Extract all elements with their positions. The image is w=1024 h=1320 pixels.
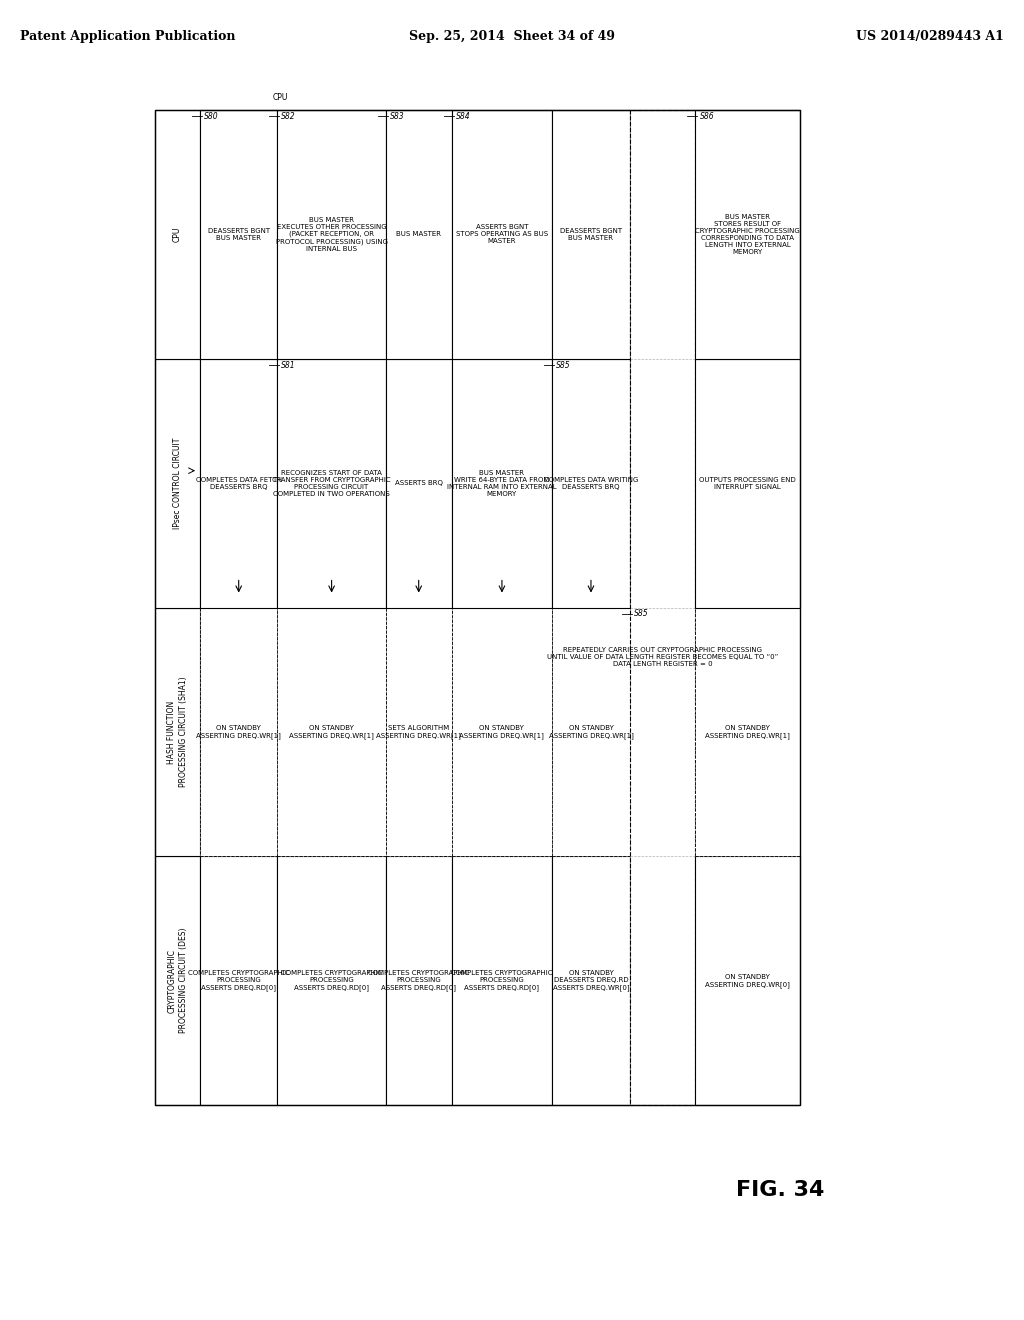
Text: ON STANDBY
ASSERTING DREQ.WR[1]: ON STANDBY ASSERTING DREQ.WR[1] [706, 725, 791, 739]
Bar [155, 110, 200, 359]
Bar [452, 359, 552, 607]
Text: CPU: CPU [272, 92, 288, 102]
Bar [278, 359, 386, 607]
Bar [630, 110, 695, 1105]
Bar [452, 607, 552, 857]
Text: SETS ALGORITHM
ASSERTING DREQ.WR[1]: SETS ALGORITHM ASSERTING DREQ.WR[1] [376, 725, 461, 739]
Bar [695, 359, 800, 607]
Text: S85: S85 [556, 360, 571, 370]
Text: S81: S81 [282, 360, 296, 370]
Text: CRYPTOGRAPHIC
PROCESSING CIRCUIT (DES): CRYPTOGRAPHIC PROCESSING CIRCUIT (DES) [168, 928, 187, 1034]
Bar [552, 607, 630, 857]
Bar [552, 359, 630, 607]
Bar [278, 607, 386, 857]
Text: ASSERTS BRQ: ASSERTS BRQ [395, 480, 442, 486]
Text: S85: S85 [634, 610, 648, 619]
Text: Patent Application Publication: Patent Application Publication [20, 30, 236, 44]
Text: COMPLETES DATA WRITING
DEASSERTS BRQ: COMPLETES DATA WRITING DEASSERTS BRQ [544, 477, 638, 490]
Bar [155, 857, 200, 1105]
Text: ON STANDBY
ASSERTING DREQ.WR[1]: ON STANDBY ASSERTING DREQ.WR[1] [289, 725, 374, 739]
Text: BUS MASTER: BUS MASTER [396, 231, 441, 238]
Text: S83: S83 [390, 112, 404, 121]
Text: ON STANDBY
ASSERTING DREQ.WR[1]: ON STANDBY ASSERTING DREQ.WR[1] [460, 725, 545, 739]
Bar [386, 359, 452, 607]
Bar [278, 857, 386, 1105]
Text: S86: S86 [699, 112, 714, 121]
Text: COMPLETES CRYPTOGRAPHIC
PROCESSING
ASSERTS DREQ.RD[0]: COMPLETES CRYPTOGRAPHIC PROCESSING ASSER… [188, 970, 290, 991]
Text: CPU: CPU [173, 227, 182, 242]
Bar [695, 857, 800, 1105]
Bar [200, 110, 278, 359]
Text: S84: S84 [456, 112, 470, 121]
Text: Sep. 25, 2014  Sheet 34 of 49: Sep. 25, 2014 Sheet 34 of 49 [409, 30, 615, 44]
Bar [278, 110, 386, 359]
Text: ON STANDBY
ASSERTING DREQ.WR[1]: ON STANDBY ASSERTING DREQ.WR[1] [549, 725, 634, 739]
Text: COMPLETES CRYPTOGRAPHIC
PROCESSING
ASSERTS DREQ.RD[0]: COMPLETES CRYPTOGRAPHIC PROCESSING ASSER… [452, 970, 553, 991]
Text: US 2014/0289443 A1: US 2014/0289443 A1 [856, 30, 1004, 44]
Text: S82: S82 [282, 112, 296, 121]
Text: DEASSERTS BGNT
BUS MASTER: DEASSERTS BGNT BUS MASTER [208, 228, 269, 240]
Bar [200, 359, 278, 607]
Bar [155, 359, 200, 607]
Text: COMPLETES DATA FETCH
DEASSERTS BRQ: COMPLETES DATA FETCH DEASSERTS BRQ [196, 477, 282, 490]
Bar [452, 857, 552, 1105]
Text: ON STANDBY
ASSERTING DREQ.WR[1]: ON STANDBY ASSERTING DREQ.WR[1] [197, 725, 282, 739]
Bar [695, 607, 800, 857]
Bar [200, 857, 278, 1105]
Text: RECOGNIZES START OF DATA
TRANSFER FROM CRYPTOGRAPHIC
PROCESSING CIRCUIT
COMPLETE: RECOGNIZES START OF DATA TRANSFER FROM C… [272, 470, 391, 496]
Text: COMPLETES CRYPTOGRAPHIC
PROCESSING
ASSERTS DREQ.RD[0]: COMPLETES CRYPTOGRAPHIC PROCESSING ASSER… [281, 970, 382, 991]
Text: BUS MASTER
WRITE 64-BYTE DATA FROM
INTERNAL RAM INTO EXTERNAL
MEMORY: BUS MASTER WRITE 64-BYTE DATA FROM INTER… [447, 470, 557, 496]
Bar [695, 110, 800, 359]
Bar [386, 607, 452, 857]
Text: OUTPUTS PROCESSING END
INTERRUPT SIGNAL: OUTPUTS PROCESSING END INTERRUPT SIGNAL [699, 477, 796, 490]
Text: BUS MASTER
STORES RESULT OF
CRYPTOGRAPHIC PROCESSING
CORRESPONDING TO DATA
LENGT: BUS MASTER STORES RESULT OF CRYPTOGRAPHI… [695, 214, 800, 255]
Text: FIG. 34: FIG. 34 [736, 1180, 824, 1200]
Text: BUS MASTER
EXECUTES OTHER PROCESSING
(PACKET RECEPTION, OR
PROTOCOL PROCESSING) : BUS MASTER EXECUTES OTHER PROCESSING (PA… [275, 216, 388, 252]
Text: ASSERTS BGNT
STOPS OPERATING AS BUS
MASTER: ASSERTS BGNT STOPS OPERATING AS BUS MAST… [456, 224, 548, 244]
Bar [200, 607, 278, 857]
Text: ON STANDBY
ASSERTING DREQ.WR[0]: ON STANDBY ASSERTING DREQ.WR[0] [706, 974, 791, 987]
Text: DEASSERTS BGNT
BUS MASTER: DEASSERTS BGNT BUS MASTER [560, 228, 622, 240]
Text: IPsec CONTROL CIRCUIT: IPsec CONTROL CIRCUIT [173, 437, 182, 529]
Bar [155, 607, 200, 857]
Bar [386, 857, 452, 1105]
Bar [155, 110, 800, 1105]
Text: S80: S80 [204, 112, 219, 121]
Text: COMPLETES CRYPTOGRAPHIC
PROCESSING
ASSERTS DREQ.RD[0]: COMPLETES CRYPTOGRAPHIC PROCESSING ASSER… [368, 970, 469, 991]
Bar [386, 110, 452, 359]
Text: ON STANDBY
DEASSERTS DREQ.RD
ASSERTS DREQ.WR[0]: ON STANDBY DEASSERTS DREQ.RD ASSERTS DRE… [553, 970, 630, 991]
Text: HASH FUNCTION
PROCESSING CIRCUIT (SHA1): HASH FUNCTION PROCESSING CIRCUIT (SHA1) [168, 677, 187, 787]
Bar [552, 110, 630, 359]
Bar [552, 857, 630, 1105]
Bar [452, 110, 552, 359]
Text: REPEATEDLY CARRIES OUT CRYPTOGRAPHIC PROCESSING
UNTIL VALUE OF DATA LENGTH REGIS: REPEATEDLY CARRIES OUT CRYPTOGRAPHIC PRO… [547, 647, 778, 667]
